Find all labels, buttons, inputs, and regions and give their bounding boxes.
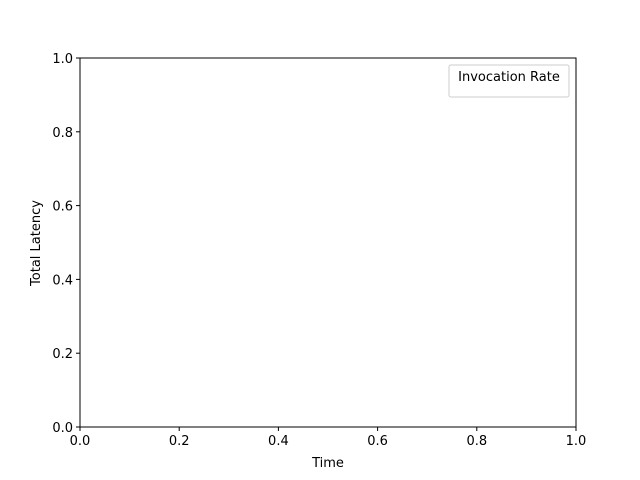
x-axis-ticks: 0.0 0.2 0.4 0.6 0.8 1.0 — [70, 427, 587, 449]
plot-area — [80, 58, 576, 427]
x-tick-label: 0.0 — [70, 434, 91, 449]
axes-background — [80, 58, 576, 427]
y-tick-label: 0.6 — [52, 200, 73, 215]
y-tick-label: 0.4 — [52, 273, 73, 288]
legend: Invocation Rate — [448, 64, 570, 98]
y-axis-ticks: 0.0 0.2 0.4 0.6 0.8 1.0 — [52, 52, 80, 436]
x-tick-label: 0.2 — [169, 434, 190, 449]
y-tick-label: 0.2 — [52, 347, 73, 362]
y-tick-label: 0.0 — [52, 421, 73, 436]
legend-title: Invocation Rate — [458, 70, 560, 85]
x-tick-label: 0.8 — [466, 434, 487, 449]
y-tick-label: 1.0 — [52, 52, 73, 67]
x-axis-label: Time — [311, 456, 344, 471]
x-tick-label: 0.4 — [268, 434, 289, 449]
axes-frame — [79, 57, 577, 428]
x-tick-label: 0.6 — [367, 434, 388, 449]
y-axis-label: Total Latency — [29, 200, 44, 287]
x-tick-label: 1.0 — [566, 434, 587, 449]
legend-box — [448, 64, 570, 98]
y-tick-label: 0.8 — [52, 126, 73, 141]
